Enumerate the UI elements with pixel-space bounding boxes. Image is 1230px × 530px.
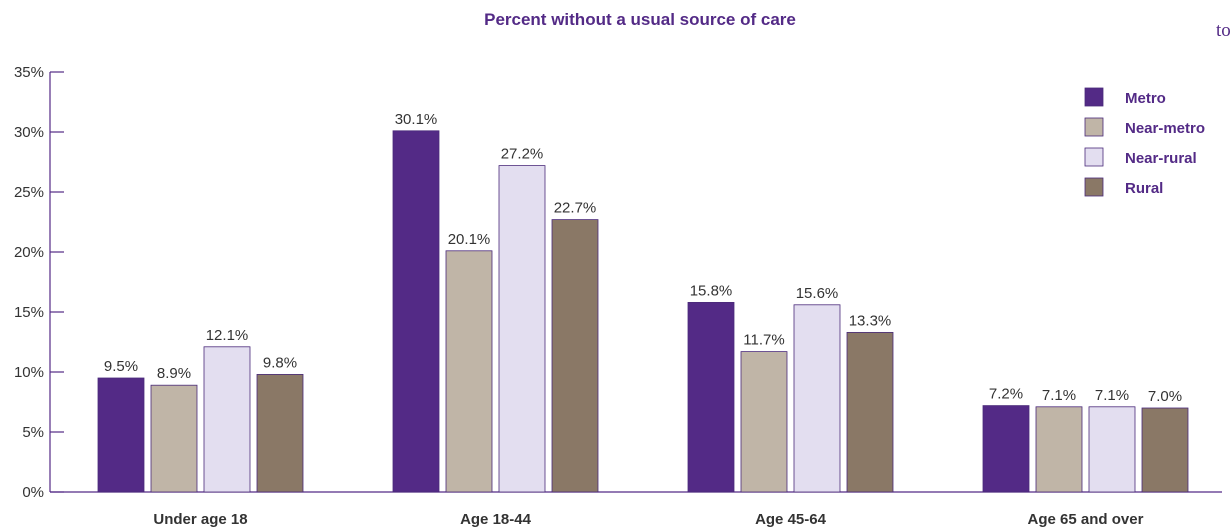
y-tick-label: 0% — [22, 484, 44, 501]
data-label: 9.8% — [263, 354, 297, 371]
legend-label: Metro — [1125, 90, 1166, 107]
legend-swatch — [1084, 87, 1104, 107]
data-label: 8.9% — [157, 365, 191, 382]
bar — [982, 405, 1030, 493]
legend-label: Near-metro — [1125, 120, 1205, 137]
bar — [498, 165, 546, 493]
bar — [1088, 406, 1136, 493]
y-tick-label: 15% — [14, 304, 44, 321]
chart-title: Percent without a usual source of care — [484, 10, 796, 29]
bar — [740, 351, 788, 493]
bar — [846, 331, 894, 493]
data-label: 12.1% — [206, 327, 249, 344]
legend-swatch — [1084, 177, 1104, 197]
bars — [97, 130, 1189, 493]
data-label: 27.2% — [501, 146, 544, 163]
data-label: 15.8% — [690, 282, 733, 299]
legend-label: Rural — [1125, 180, 1163, 197]
bar — [687, 301, 735, 493]
data-labels: 9.5% 8.9% 12.1% 9.8% 30.1% 20.1% 27.2% 22.7% 15.… — [104, 111, 1182, 405]
x-category-label: Age 45-64 — [755, 511, 827, 528]
data-label: 7.1% — [1042, 387, 1076, 404]
bar — [256, 373, 304, 493]
y-tick-label: 5% — [22, 424, 44, 441]
data-label: 15.6% — [796, 285, 839, 302]
data-label: 7.2% — [989, 386, 1023, 403]
y-tick-label: 10% — [14, 364, 44, 381]
bar — [97, 377, 145, 493]
bar — [1141, 407, 1189, 493]
x-category-label: Under age 18 — [153, 511, 247, 528]
category-labels: Under age 18 Age 18-44 Age 45-64 Age 65 and… — [153, 511, 1143, 528]
legend-swatch — [1084, 117, 1104, 137]
legend-label: Near-rural — [1125, 150, 1197, 167]
data-label: 7.1% — [1095, 387, 1129, 404]
data-label: 22.7% — [554, 200, 597, 217]
legend: Metro Near-metro Near-rural Rural — [1084, 87, 1205, 197]
x-category-label: Age 18-44 — [460, 511, 532, 528]
y-tick-label: 35% — [14, 64, 44, 81]
bar — [392, 130, 440, 493]
y-tick-label: 20% — [14, 244, 44, 261]
bar — [203, 346, 251, 493]
bar — [150, 384, 198, 493]
bar — [793, 304, 841, 493]
y-tick-label: 25% — [14, 184, 44, 201]
data-label: 20.1% — [448, 231, 491, 248]
data-label: 7.0% — [1148, 388, 1182, 405]
bar — [445, 250, 493, 493]
x-category-label: Age 65 and over — [1028, 511, 1144, 528]
bar — [551, 219, 599, 493]
bar — [1035, 406, 1083, 493]
data-label: 30.1% — [395, 111, 438, 128]
data-label: 11.7% — [743, 332, 784, 349]
data-label: 9.5% — [104, 358, 138, 375]
corner-text: to — [1216, 20, 1230, 41]
legend-swatch — [1084, 147, 1104, 167]
data-label: 13.3% — [849, 312, 892, 329]
y-tick-label: 30% — [14, 124, 44, 141]
